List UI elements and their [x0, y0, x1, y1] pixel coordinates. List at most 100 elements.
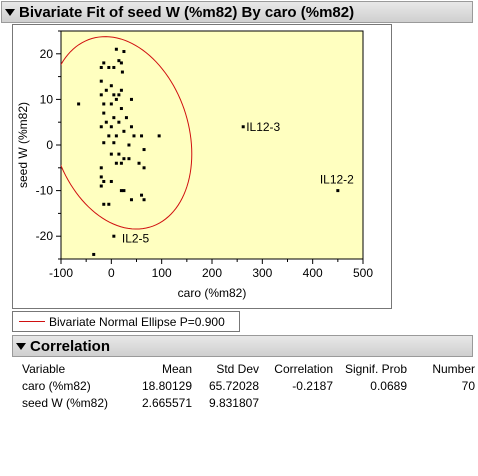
data-point — [117, 152, 121, 156]
data-point — [129, 198, 133, 202]
report-title: Bivariate Fit of seed W (%m82) By caro (… — [19, 3, 355, 21]
data-point — [142, 166, 146, 170]
x-tick-label: 300 — [252, 266, 272, 280]
correlation-title: Correlation — [30, 337, 111, 355]
number-cell — [407, 395, 475, 412]
report-header[interactable]: Bivariate Fit of seed W (%m82) By caro (… — [1, 1, 473, 23]
data-point — [107, 134, 111, 138]
x-tick-label: 0 — [108, 266, 115, 280]
data-point — [140, 134, 144, 138]
data-point — [99, 184, 103, 188]
y-tick-label: -10 — [36, 184, 54, 198]
data-point — [99, 175, 103, 179]
data-point — [336, 189, 340, 193]
data-point — [99, 93, 103, 97]
x-tick-label: -100 — [49, 266, 73, 280]
density-ellipse — [61, 36, 193, 230]
column-header: Variable — [22, 362, 66, 376]
data-point — [114, 97, 118, 101]
disclosure-triangle-icon[interactable] — [5, 8, 15, 16]
y-tick-label: 0 — [46, 138, 53, 152]
data-point — [104, 120, 108, 124]
number-cell: 70 — [461, 379, 475, 393]
y-tick-label: -20 — [36, 229, 54, 243]
correlation-cell — [259, 395, 333, 412]
data-point — [117, 120, 121, 124]
legend: Bivariate Normal Ellipse P=0.900 — [12, 311, 240, 332]
data-point — [122, 50, 126, 54]
signif-prob-cell — [333, 395, 407, 412]
data-point — [119, 88, 123, 92]
data-point — [102, 111, 106, 115]
column-header: Std Dev — [216, 362, 259, 376]
data-point — [109, 125, 113, 129]
data-point — [122, 189, 126, 193]
data-point — [112, 141, 116, 145]
point-label: IL12-2 — [320, 173, 354, 187]
data-point — [109, 179, 113, 183]
data-point — [122, 157, 126, 161]
data-point — [92, 252, 96, 256]
table-header-row: Variable Mean Std Dev Correlation Signif… — [22, 361, 475, 378]
data-point — [129, 97, 133, 101]
data-point — [112, 116, 116, 120]
data-point — [137, 161, 141, 165]
data-point — [102, 61, 106, 65]
data-point — [241, 125, 245, 129]
variable-cell: caro (%m82) — [22, 379, 91, 393]
data-point — [112, 234, 116, 238]
data-point — [122, 129, 126, 133]
data-point — [114, 134, 118, 138]
data-point — [119, 161, 123, 165]
data-point — [99, 125, 103, 129]
plot-frame: IL12-3 IL12-2 IL2-5 -100 0 100 200 300 400 500 -2… — [12, 24, 392, 309]
data-point — [102, 141, 106, 145]
data-point — [142, 148, 146, 152]
mean-cell: 18.80129 — [141, 379, 192, 393]
y-tick-label: 10 — [40, 92, 54, 106]
data-point — [109, 84, 113, 88]
x-tick-label: 400 — [303, 266, 323, 280]
data-point — [127, 143, 131, 147]
data-point — [119, 189, 123, 193]
column-header: Number — [432, 362, 475, 376]
data-point — [107, 202, 111, 206]
data-point — [99, 79, 103, 83]
column-header: Correlation — [274, 362, 333, 376]
data-point — [104, 88, 108, 92]
x-tick-label: 200 — [202, 266, 222, 280]
data-point — [102, 179, 106, 183]
disclosure-triangle-icon[interactable] — [16, 342, 26, 350]
data-point — [112, 93, 116, 97]
point-label: IL2-5 — [122, 231, 150, 245]
plot-area — [60, 30, 364, 260]
data-point — [132, 134, 136, 138]
variable-cell: seed W (%m82) — [22, 396, 109, 410]
x-tick-label: 500 — [353, 266, 373, 280]
data-point — [129, 125, 133, 129]
data-point — [117, 59, 121, 63]
data-point — [99, 65, 103, 69]
data-point — [124, 116, 128, 120]
correlation-table: Variable Mean Std Dev Correlation Signif… — [22, 361, 475, 412]
data-point — [119, 107, 123, 111]
data-point — [112, 65, 116, 69]
data-point — [140, 193, 144, 197]
data-point — [77, 102, 81, 106]
data-point — [114, 161, 118, 165]
x-axis-label: caro (%m82) — [178, 286, 247, 300]
data-point — [142, 198, 146, 202]
data-point — [99, 166, 103, 170]
data-point — [120, 70, 124, 74]
column-header: Mean — [161, 362, 192, 376]
data-point — [102, 102, 106, 106]
table-row: seed W (%m82) 2.665571 9.831807 — [22, 395, 475, 412]
std-dev-cell: 9.831807 — [208, 396, 259, 410]
data-point — [114, 47, 118, 51]
data-point — [127, 157, 131, 161]
legend-label: Bivariate Normal Ellipse P=0.900 — [49, 314, 225, 329]
data-point — [102, 202, 106, 206]
correlation-header[interactable]: Correlation — [12, 335, 473, 357]
